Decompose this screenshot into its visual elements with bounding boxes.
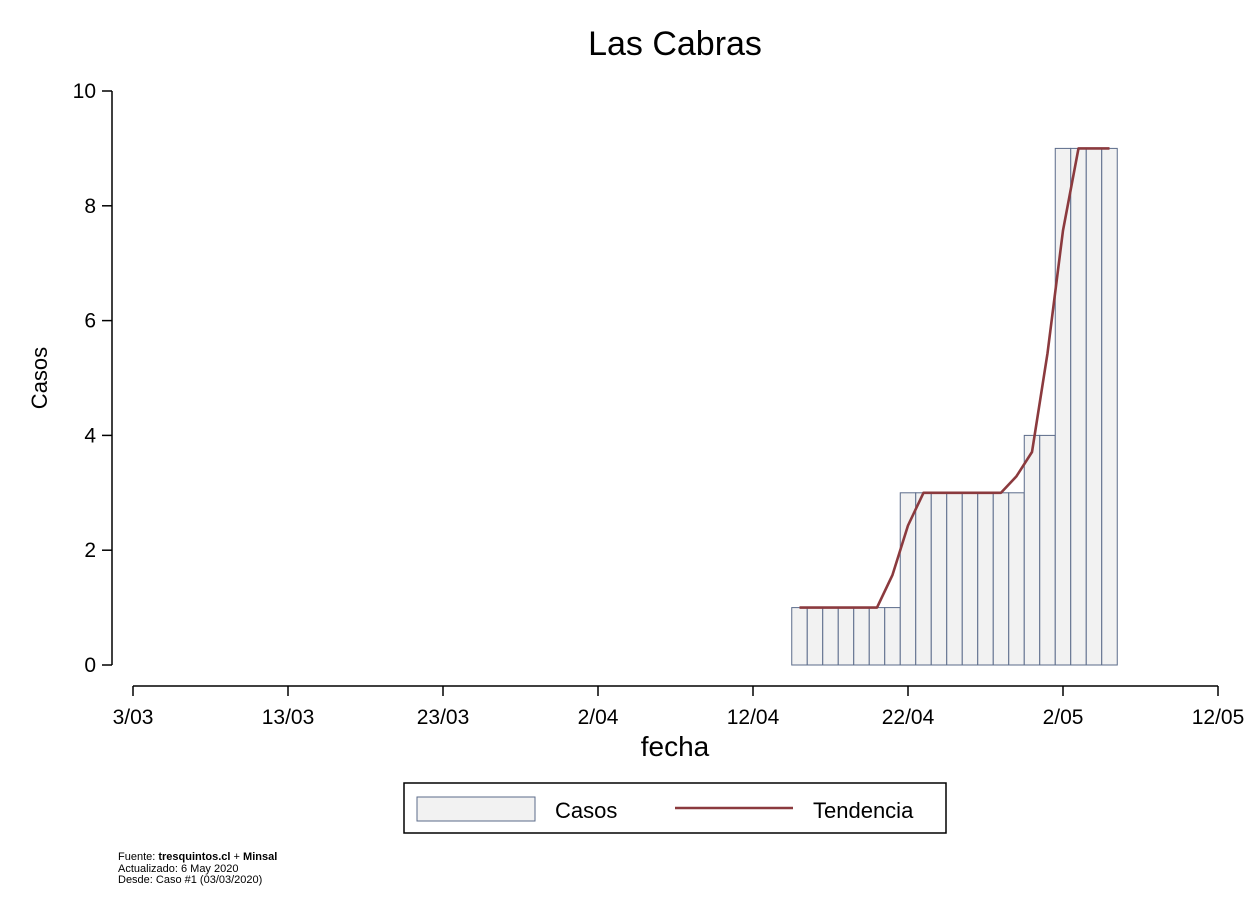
- x-axis: 3/03 13/03 23/03 2/04 12/04 22/04 2/05 12/05: [113, 685, 1245, 729]
- x-tick-label: 22/04: [882, 706, 935, 729]
- y-tick-label: 6: [84, 310, 96, 333]
- x-tick-label: 13/03: [262, 706, 315, 729]
- bar: [915, 492, 932, 666]
- bar: [1085, 147, 1103, 666]
- bar: [837, 607, 855, 666]
- source-note: Fuente: tresquintos.cl + Minsal Actualiz…: [118, 851, 278, 887]
- bar: [884, 607, 901, 666]
- legend-label-casos: Casos: [555, 798, 617, 823]
- y-tick-label: 2: [84, 539, 96, 562]
- x-tick-label: 12/04: [727, 706, 780, 729]
- trend-line-layer: [799, 147, 1110, 609]
- legend: Casos Tendencia: [403, 782, 947, 834]
- source-org: Minsal: [243, 851, 278, 863]
- bar: [1039, 434, 1056, 666]
- y-tick-label: 4: [84, 424, 96, 447]
- bar: [899, 492, 917, 666]
- bars-layer: [791, 147, 1118, 666]
- legend-swatch-casos: [416, 796, 536, 822]
- x-tick-label: 3/03: [113, 706, 154, 729]
- y-axis: 0 2 4 6 8 10: [73, 80, 113, 677]
- bar: [1023, 434, 1041, 666]
- y-tick-label: 10: [73, 80, 96, 103]
- bar: [961, 492, 979, 666]
- updated-line: Actualizado: 6 May 2020: [118, 862, 239, 875]
- bar: [868, 607, 886, 666]
- bar: [806, 607, 824, 666]
- bar: [791, 607, 808, 666]
- x-tick-label: 12/05: [1192, 706, 1245, 729]
- x-tick-label: 2/04: [578, 706, 619, 729]
- bar: [853, 607, 870, 666]
- legend-label-tendencia: Tendencia: [813, 798, 914, 823]
- source-line: Fuente: tresquintos.cl + Minsal: [118, 851, 278, 864]
- x-tick-label: 23/03: [417, 706, 470, 729]
- bar: [977, 492, 994, 666]
- chart-title: Las Cabras: [588, 25, 762, 63]
- bar: [992, 492, 1010, 666]
- x-axis-label: fecha: [641, 731, 710, 762]
- y-tick-label: 0: [84, 654, 96, 677]
- trend-line: [799, 147, 1110, 609]
- source-prefix: Fuente:: [118, 851, 159, 863]
- source-site: tresquintos.cl: [158, 851, 231, 863]
- y-axis-label: Casos: [27, 347, 52, 409]
- bar: [822, 607, 839, 666]
- bar: [946, 492, 963, 666]
- bar: [1070, 147, 1087, 666]
- since-line: Desde: Caso #1 (03/03/2020): [118, 874, 263, 886]
- bar: [1101, 147, 1118, 666]
- bar: [1008, 492, 1025, 666]
- bar: [930, 492, 948, 666]
- y-tick-label: 8: [84, 195, 96, 218]
- x-tick-label: 2/05: [1043, 706, 1084, 729]
- source-join: +: [230, 851, 244, 863]
